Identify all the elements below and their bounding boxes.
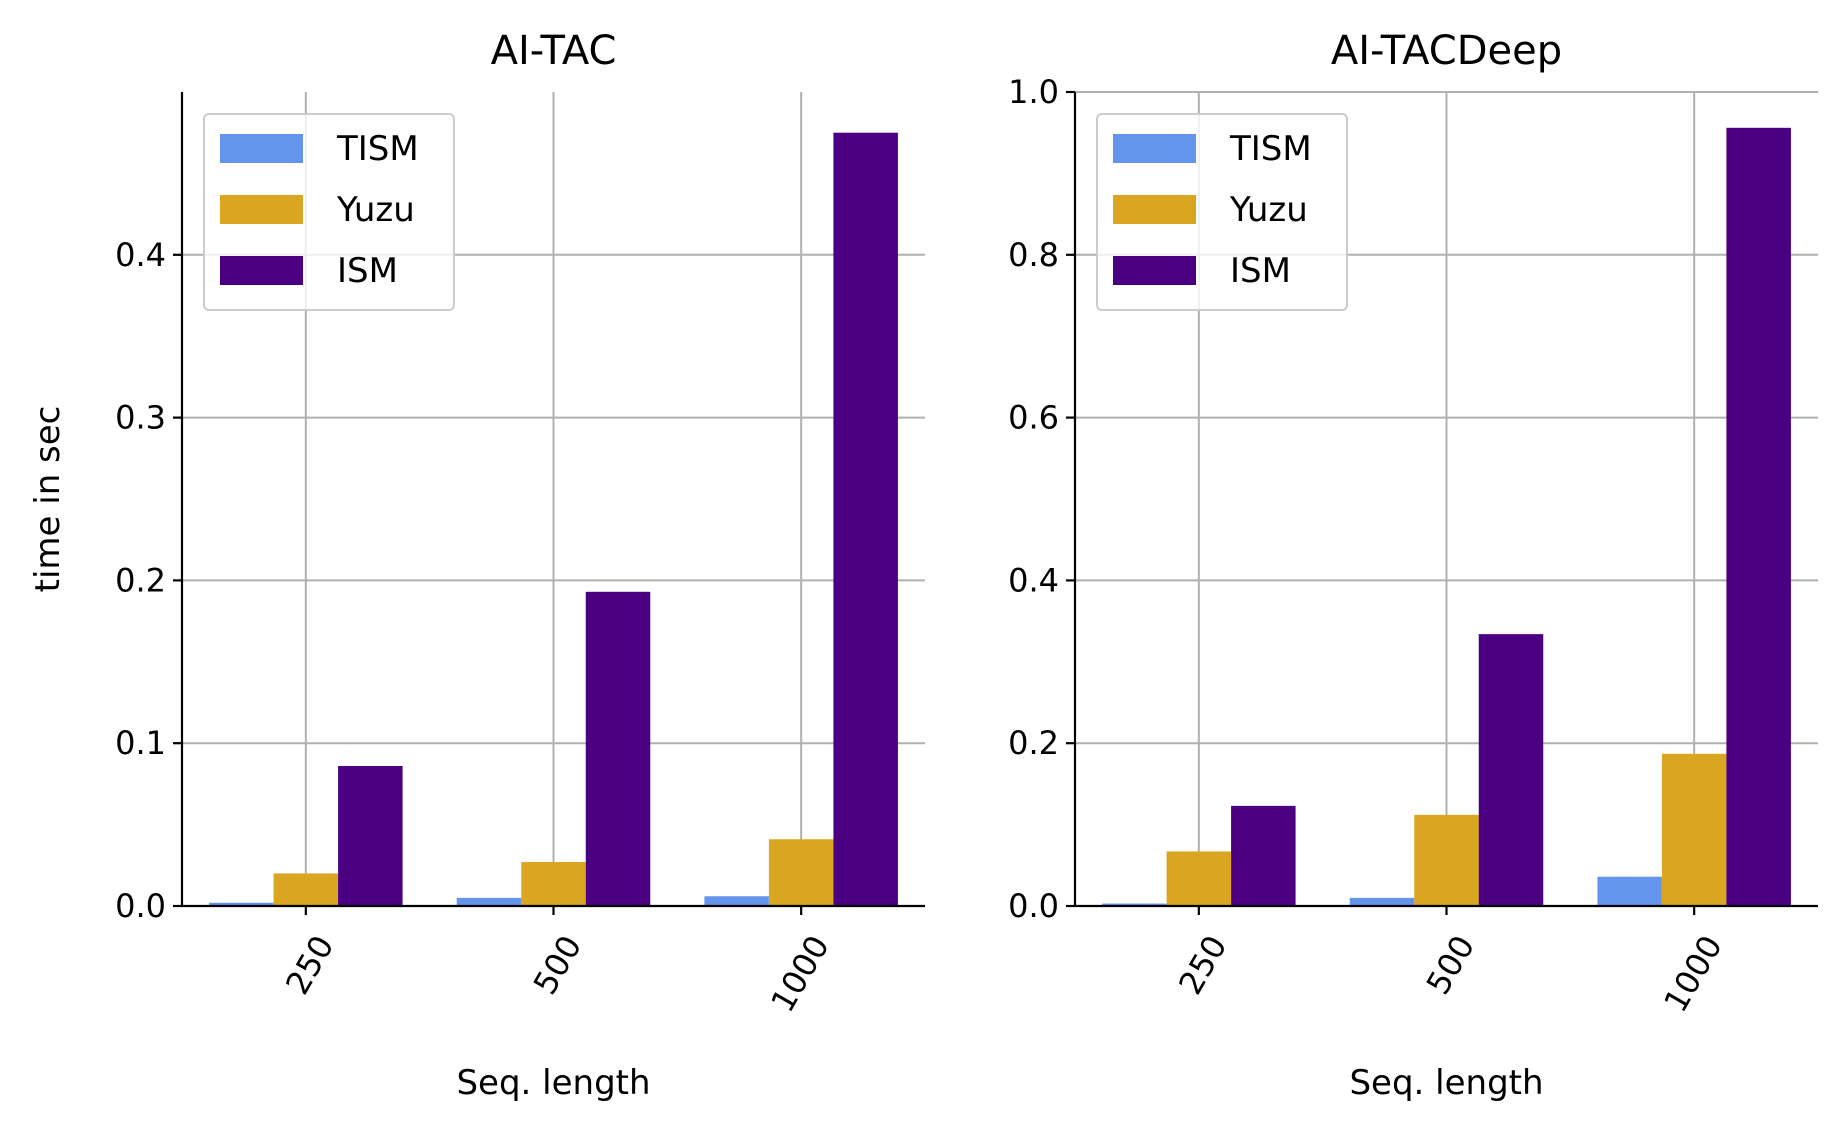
x-tick-label: 1000 bbox=[763, 929, 837, 1019]
legend-swatch-ism bbox=[1113, 256, 1196, 285]
legend-label: TISM bbox=[336, 129, 419, 169]
legend-swatch-yuzu bbox=[1113, 195, 1196, 224]
x-axis-label: Seq. length bbox=[1349, 1063, 1543, 1103]
legend-label: TISM bbox=[1229, 129, 1312, 169]
y-tick-label: 0.0 bbox=[1008, 887, 1059, 925]
bar-yuzu-1000 bbox=[768, 839, 834, 906]
legend-label: ISM bbox=[337, 251, 398, 291]
bar-tism-500 bbox=[456, 897, 522, 906]
y-tick-label: 1.0 bbox=[1008, 73, 1059, 111]
bars bbox=[1102, 127, 1791, 907]
y-tick-label: 0.2 bbox=[1008, 724, 1059, 762]
y-tick-label: 0.0 bbox=[115, 887, 166, 925]
chart-title: AI-TAC bbox=[491, 28, 617, 74]
legend-label: Yuzu bbox=[336, 190, 415, 230]
bar-ism-250 bbox=[1231, 805, 1296, 906]
x-tick-label: 250 bbox=[278, 929, 341, 1001]
legend-label: ISM bbox=[1230, 251, 1291, 291]
y-tick-label: 0.4 bbox=[115, 236, 166, 274]
bar-tism-500 bbox=[1349, 897, 1415, 906]
bar-yuzu-250 bbox=[273, 873, 339, 906]
x-tick-label: 1000 bbox=[1656, 929, 1730, 1019]
legend-swatch-tism bbox=[1113, 134, 1196, 163]
bar-ism-250 bbox=[338, 765, 403, 906]
bar-tism-250 bbox=[1102, 903, 1167, 906]
legend-label: Yuzu bbox=[1229, 190, 1308, 230]
x-tick-label: 500 bbox=[526, 929, 589, 1001]
chart-title: AI-TACDeep bbox=[1331, 28, 1562, 74]
bar-yuzu-250 bbox=[1166, 851, 1232, 906]
legend-swatch-ism bbox=[220, 256, 303, 285]
bar-tism-250 bbox=[209, 902, 274, 906]
legend: TISM Yuzu ISM bbox=[1096, 113, 1348, 311]
bar-ism-1000 bbox=[1726, 127, 1791, 907]
y-tick-label: 0.8 bbox=[1008, 236, 1059, 274]
x-axis-label: Seq. length bbox=[456, 1063, 650, 1103]
y-tick-label: 0.3 bbox=[115, 399, 166, 437]
bar-ism-500 bbox=[585, 591, 651, 906]
chart-panel-1: 0.0 0.1 0.2 0.3 0.4 250 500 1000 AI-TAC Seq. leng… bbox=[28, 28, 925, 1103]
y-tick-label: 0.1 bbox=[115, 724, 166, 762]
bars bbox=[209, 132, 898, 906]
legend-swatch-yuzu bbox=[220, 195, 303, 224]
bar-yuzu-500 bbox=[521, 862, 586, 906]
bar-ism-1000 bbox=[833, 132, 898, 906]
y-axis-label: time in sec bbox=[28, 406, 68, 593]
bar-tism-1000 bbox=[1597, 876, 1662, 906]
x-tick-label: 250 bbox=[1171, 929, 1234, 1001]
chart-panel-2: 0.0 0.2 0.4 0.6 0.8 1.0 250 500 1000 AI-TACDeep Se… bbox=[1008, 28, 1818, 1103]
bar-ism-500 bbox=[1478, 634, 1544, 906]
y-tick-label: 0.6 bbox=[1008, 399, 1059, 437]
bar-yuzu-500 bbox=[1414, 814, 1479, 906]
legend-swatch-tism bbox=[220, 134, 303, 163]
legend: TISM Yuzu ISM bbox=[203, 113, 455, 311]
x-tick-label: 500 bbox=[1419, 929, 1482, 1001]
y-tick-label: 0.2 bbox=[115, 561, 166, 599]
bar-yuzu-1000 bbox=[1661, 753, 1727, 906]
bar-tism-1000 bbox=[704, 896, 769, 906]
y-tick-label: 0.4 bbox=[1008, 561, 1059, 599]
